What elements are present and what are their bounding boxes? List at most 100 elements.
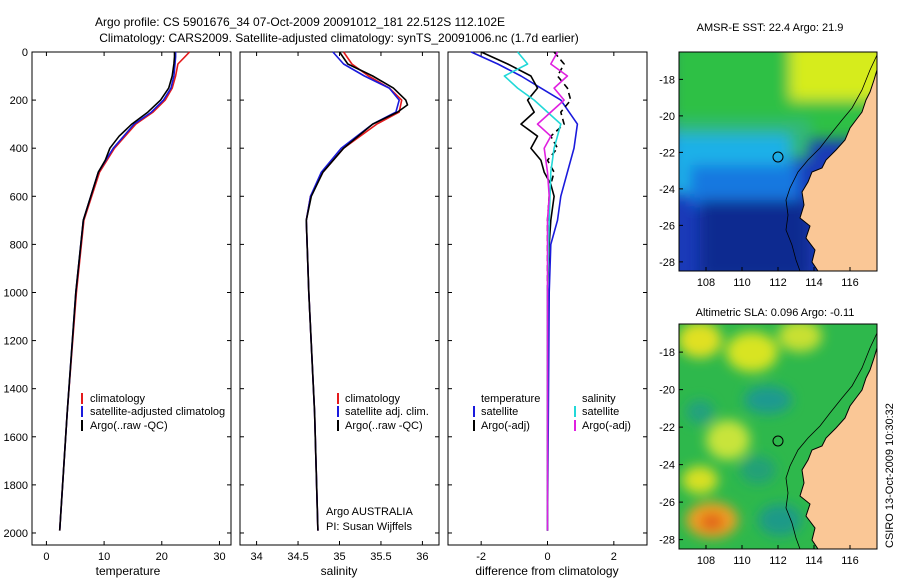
legend-temp-satellite-label: satellite <box>481 406 518 418</box>
series-line-salinity-satellite <box>503 51 562 531</box>
series-line-temperature-argo-adj <box>480 51 555 531</box>
sst-field <box>679 52 877 271</box>
sla-coastline <box>799 347 877 549</box>
sla-red-core <box>700 514 724 530</box>
sla-high-2 <box>726 332 778 372</box>
legend-argo-label: Argo(..raw -QC) <box>345 420 423 432</box>
legend-argo-label: Argo(..raw -QC) <box>90 420 168 432</box>
y-tick-label: 0 <box>22 47 28 59</box>
x-tick-label: 0 <box>544 551 550 563</box>
legend-satellite-label: satellite-adjusted climatolog <box>90 406 225 418</box>
y-tick-label: 2000 <box>4 528 28 540</box>
series-line-temperature-satellite <box>470 51 579 531</box>
principal-investigator-label: PI: Susan Wijffels <box>326 521 412 533</box>
y-tick-label: 800 <box>10 239 28 251</box>
sla-high-4 <box>706 420 750 460</box>
legend-temp-argo-label: Argo(-adj) <box>481 420 530 432</box>
y-tick-label: -28 <box>659 257 675 269</box>
legend-satellite-label: satellite adj. clim. <box>345 406 429 418</box>
sla-high-3 <box>778 324 822 352</box>
sst-land <box>800 52 877 271</box>
x-tick-label: 34.5 <box>287 551 308 563</box>
x-tick-label: 116 <box>841 277 859 289</box>
sst-map-axes: 108 110 112 114 116 -18 -20 -22 -24 -26 -28 <box>659 74 859 289</box>
sst-cold-south <box>700 200 810 271</box>
series-line-temperature-argo-dashed <box>546 51 572 531</box>
sla-isobath <box>785 332 877 549</box>
difference-plot: -2 0 2 <box>448 51 647 563</box>
sst-yellow-patch <box>790 52 877 100</box>
y-tick-label: -18 <box>659 74 675 86</box>
x-tick-label: 108 <box>697 277 715 289</box>
salinity-plot: 34 34.5 35 35.5 36 <box>240 51 439 563</box>
legend-climatology-label: climatology <box>345 393 401 405</box>
x-tick-label: 35 <box>333 551 345 563</box>
salinity-plot-frame <box>239 51 440 546</box>
y-tick-label: -18 <box>659 347 675 359</box>
temperature-axis-label: temperature <box>96 564 161 578</box>
y-tick-label: 600 <box>10 191 28 203</box>
y-tick-label: 1600 <box>4 432 28 444</box>
sla-low-4 <box>758 504 802 536</box>
figure-title-line2: Climatology: CARS2009. Satellite-adjuste… <box>99 31 579 45</box>
legend-sal-satellite-label: satellite <box>582 406 619 418</box>
x-tick-label: 20 <box>156 551 168 563</box>
sst-coastline <box>799 69 877 271</box>
y-tick-label: -22 <box>659 147 675 159</box>
x-tick-label: -2 <box>476 551 486 563</box>
series-line-salinity-argo-adj <box>536 51 569 531</box>
y-tick-label: 400 <box>10 143 28 155</box>
y-tick-label: 1800 <box>4 480 28 492</box>
x-tick-label: 2 <box>611 551 617 563</box>
series-line-climatology <box>58 51 191 531</box>
y-tick-label: -26 <box>659 497 675 509</box>
temperature-plot-frame <box>31 51 232 546</box>
sla-low-3 <box>740 456 776 484</box>
sla-map-axes: 108 110 112 114 116 -18 -20 -22 -24 -26 -28 <box>659 347 859 567</box>
y-tick-label: -24 <box>659 184 675 196</box>
x-tick-label: 36 <box>416 551 428 563</box>
difference-legend: temperature satellite Argo(-adj) salinit… <box>473 393 631 432</box>
legend-climatology-label: climatology <box>90 393 146 405</box>
x-tick-label: 114 <box>805 277 823 289</box>
x-tick-label: 112 <box>769 277 787 289</box>
y-tick-label: -20 <box>659 385 675 397</box>
difference-axis-label: difference from climatology <box>475 564 618 578</box>
temperature-plot: 0 10 20 30 0 200 400 600 800 1000 1200 1400 1600 1800… <box>4 47 231 563</box>
sla-land <box>800 335 877 549</box>
y-tick-label: -24 <box>659 460 675 472</box>
sst-map <box>679 52 877 271</box>
y-tick-label: -22 <box>659 422 675 434</box>
series-line-satellite-adj-clim <box>305 51 401 531</box>
figure-title-line1: Argo profile: CS 5901676_34 07-Oct-2009 … <box>95 15 505 29</box>
y-tick-label: -26 <box>659 220 675 232</box>
sst-mid-blue <box>690 165 800 205</box>
sla-low-2 <box>744 386 792 414</box>
y-tick-label: -28 <box>659 535 675 547</box>
sla-high-5 <box>682 466 718 494</box>
x-tick-label: 30 <box>213 551 225 563</box>
series-line-argo-raw-qc <box>305 51 409 531</box>
legend-sal-argo-label: Argo(-adj) <box>582 420 631 432</box>
sst-argo-marker <box>772 151 784 163</box>
sla-field <box>679 324 822 538</box>
series-line-climatology <box>305 51 403 531</box>
sla-argo-marker <box>772 435 784 447</box>
x-tick-label: 108 <box>697 555 715 567</box>
sla-high-1 <box>679 324 722 358</box>
x-tick-label: 35.5 <box>370 551 391 563</box>
x-tick-label: 0 <box>43 551 49 563</box>
y-tick-label: 1000 <box>4 287 28 299</box>
x-tick-label: 110 <box>733 555 751 567</box>
x-tick-label: 110 <box>733 277 751 289</box>
x-tick-label: 34 <box>250 551 262 563</box>
x-tick-label: 116 <box>841 555 859 567</box>
salinity-axis-label: salinity <box>321 564 358 578</box>
y-tick-label: 200 <box>10 95 28 107</box>
argo-program-label: Argo AUSTRALIA <box>326 506 413 518</box>
credit-timestamp: CSIRO 13-Oct-2009 10:30:32 <box>884 403 896 548</box>
x-tick-label: 112 <box>769 555 787 567</box>
salinity-legend: climatology satellite adj. clim. Argo(..… <box>337 393 429 432</box>
y-tick-label: 1200 <box>4 336 28 348</box>
